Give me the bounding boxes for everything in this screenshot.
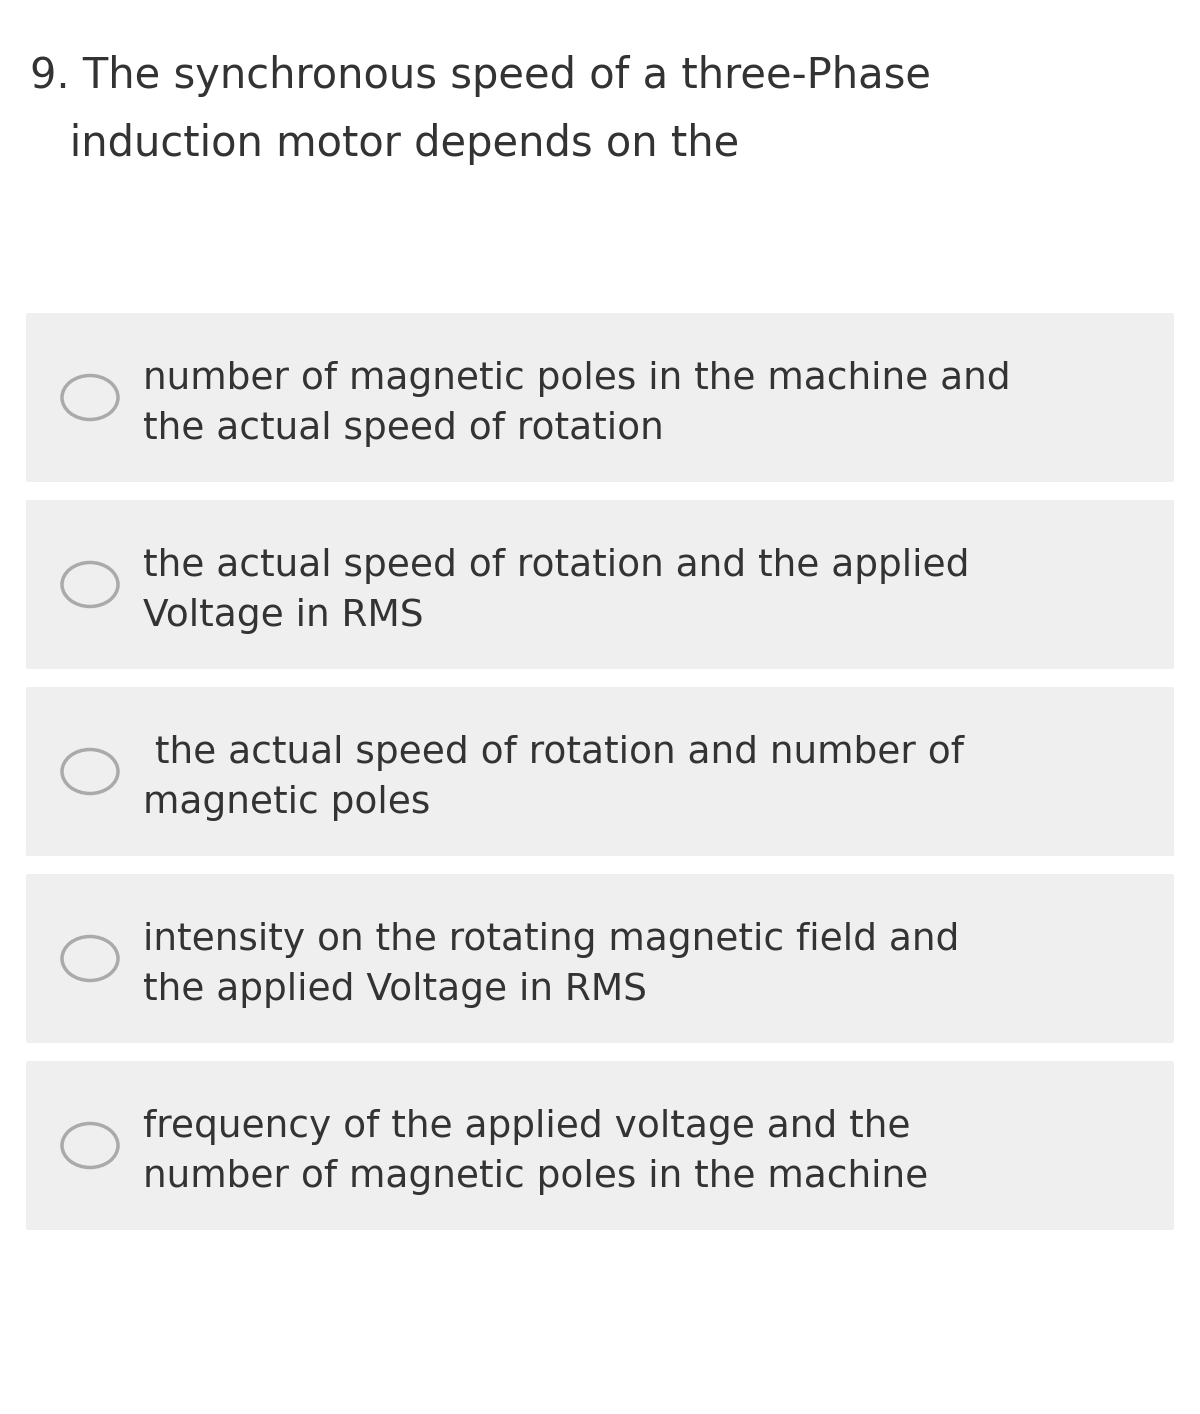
Text: frequency of the applied voltage and the
number of magnetic poles in the machine: frequency of the applied voltage and the… (143, 1109, 929, 1195)
Text: the actual speed of rotation and number of
magnetic poles: the actual speed of rotation and number … (143, 735, 964, 822)
Text: intensity on the rotating magnetic field and
the applied Voltage in RMS: intensity on the rotating magnetic field… (143, 922, 959, 1008)
Text: induction motor depends on the: induction motor depends on the (30, 123, 739, 165)
FancyBboxPatch shape (26, 312, 1174, 482)
FancyBboxPatch shape (26, 874, 1174, 1044)
FancyBboxPatch shape (26, 687, 1174, 855)
Text: the actual speed of rotation and the applied
Voltage in RMS: the actual speed of rotation and the app… (143, 549, 970, 635)
FancyBboxPatch shape (26, 1060, 1174, 1230)
Text: number of magnetic poles in the machine and
the actual speed of rotation: number of magnetic poles in the machine … (143, 361, 1010, 447)
FancyBboxPatch shape (26, 501, 1174, 669)
Text: 9. The synchronous speed of a three-Phase: 9. The synchronous speed of a three-Phas… (30, 55, 931, 98)
